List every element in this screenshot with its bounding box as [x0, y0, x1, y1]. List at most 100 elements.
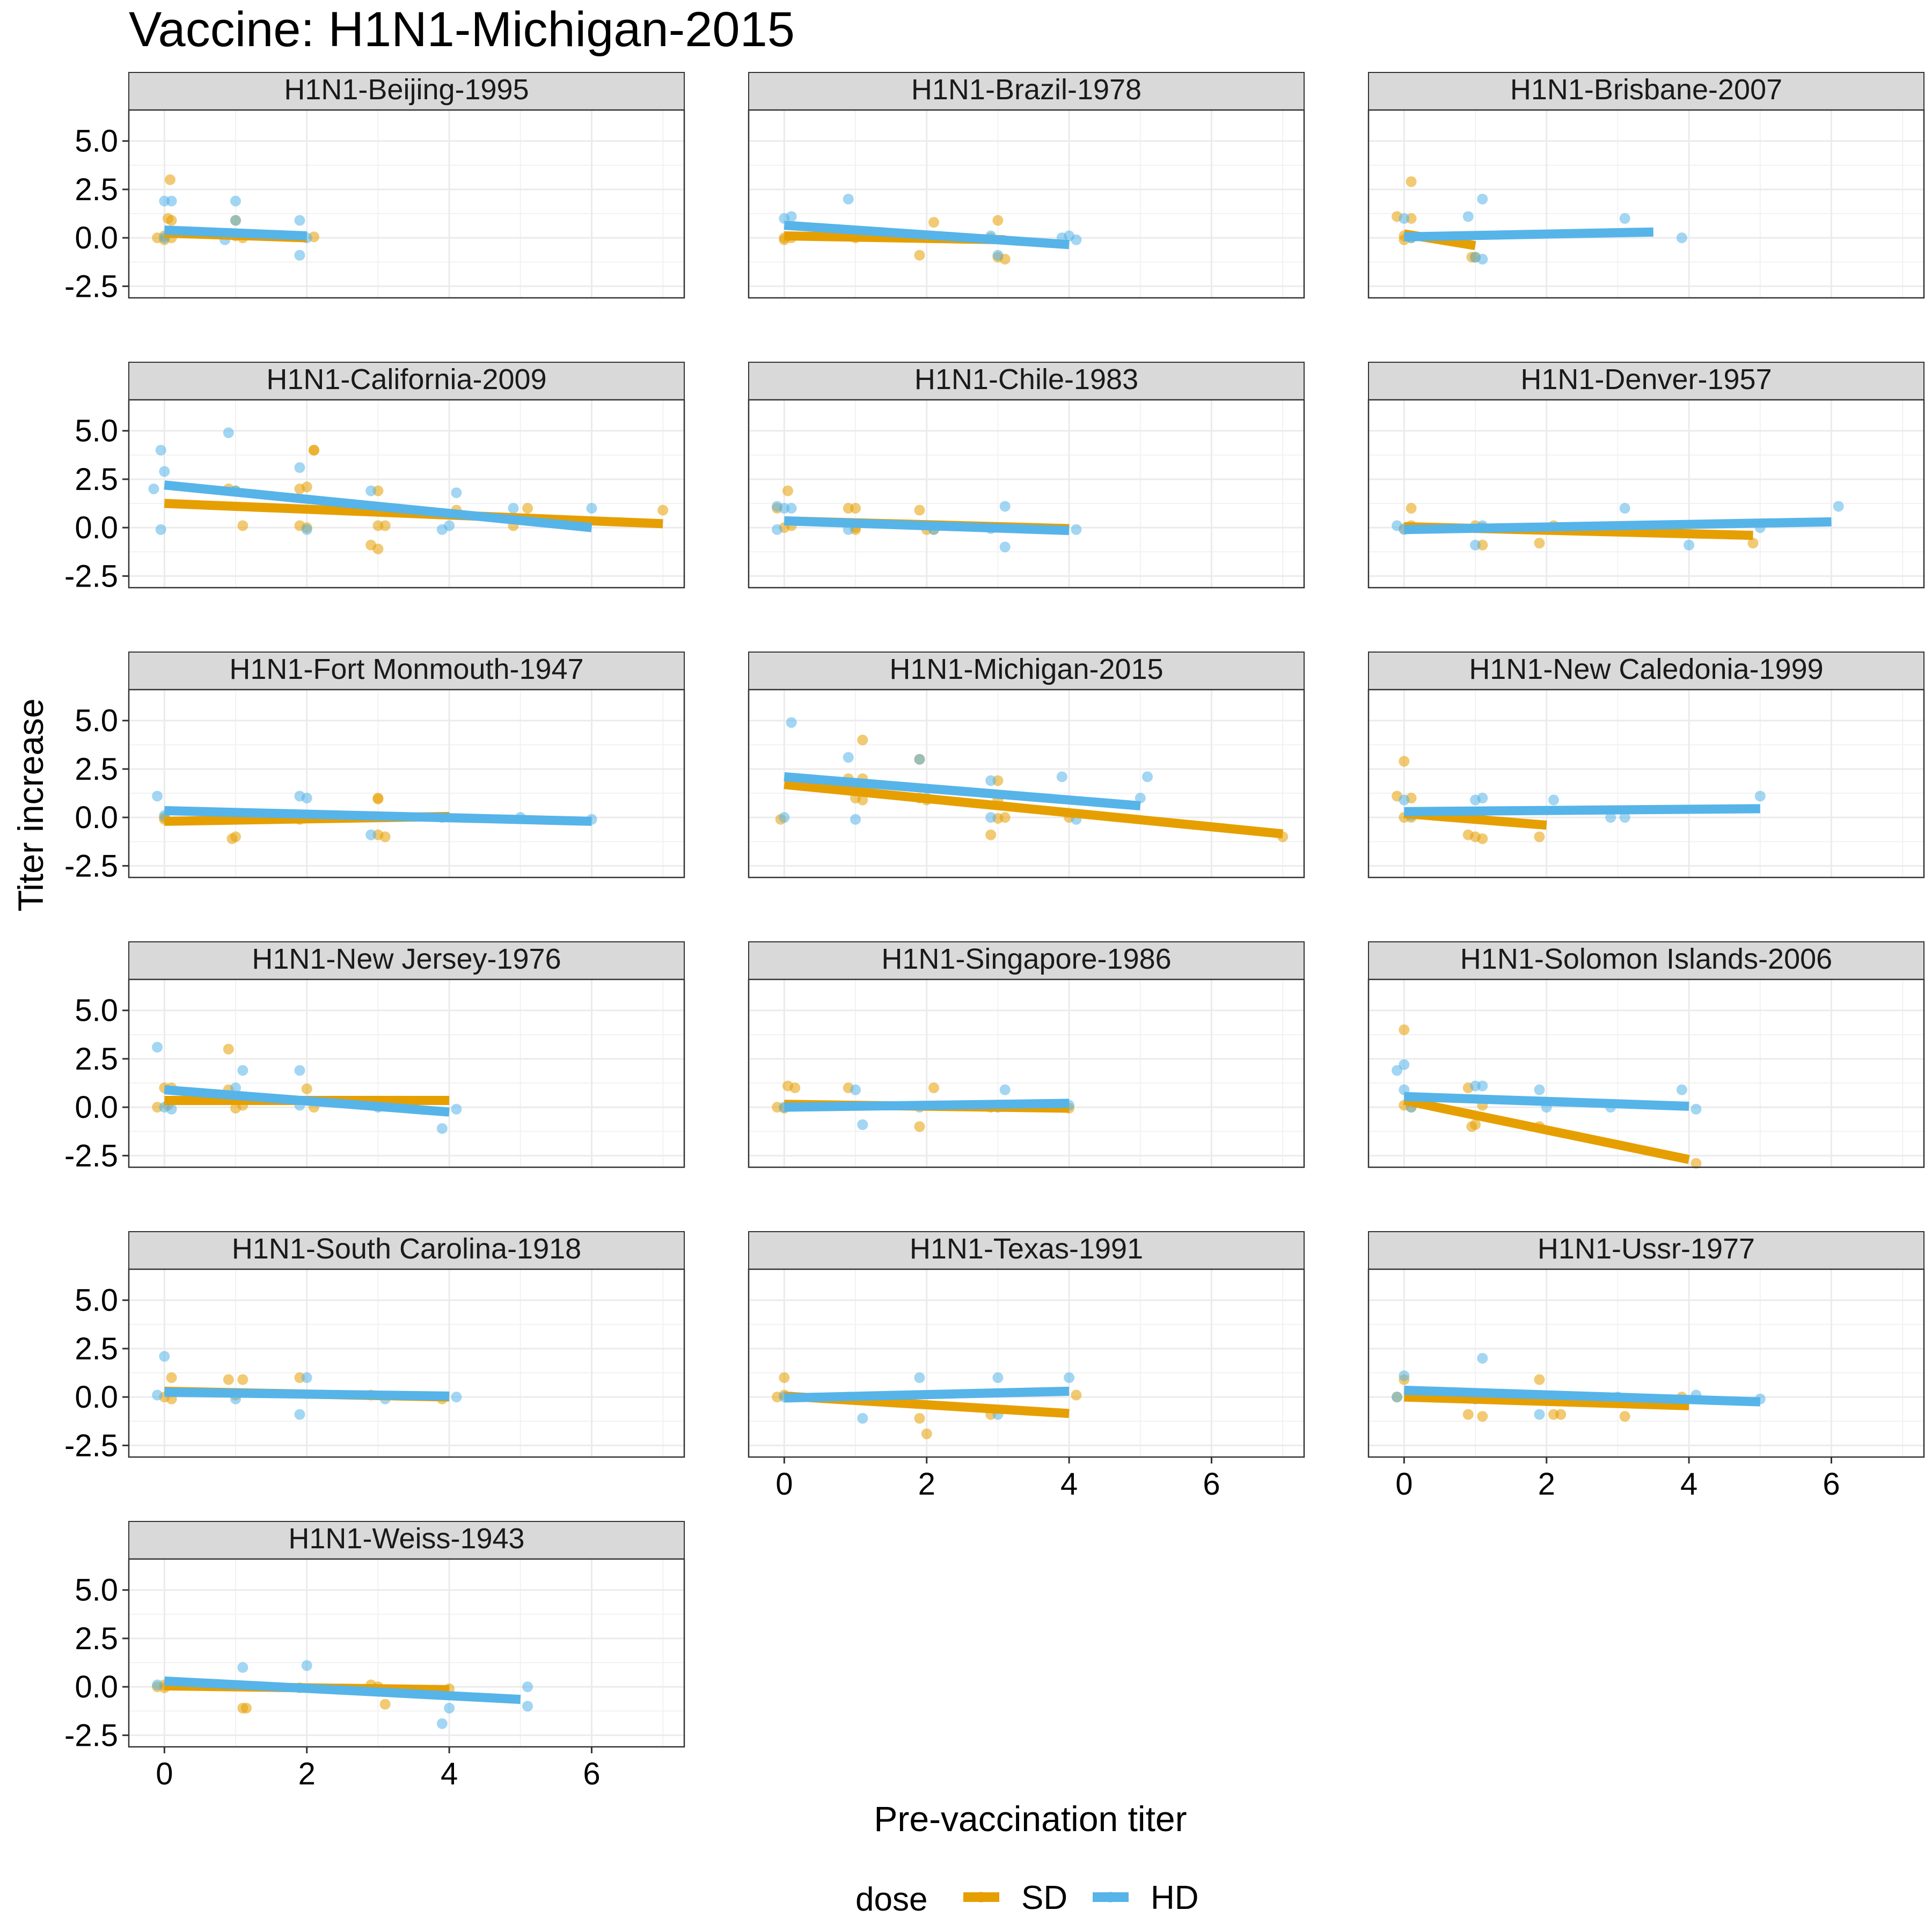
y-tick-label: 2.5 — [75, 462, 118, 497]
data-point-hd — [999, 541, 1011, 553]
data-point-hd — [301, 524, 312, 535]
facet-panel: H1N1-New Jersey-1976 5.0 2.5 0.0 -2.5 — [64, 941, 685, 1173]
data-point-hd — [230, 215, 241, 226]
data-point-sd — [657, 504, 669, 516]
facet-panel: H1N1-Denver-1957 — [1367, 362, 1925, 589]
data-point-sd — [1534, 538, 1545, 549]
data-point-hd — [444, 1702, 455, 1714]
data-point-hd — [1684, 539, 1695, 551]
data-point-hd — [1470, 539, 1481, 551]
y-tick-label: -2.5 — [64, 269, 118, 304]
fit-line-hd — [164, 225, 308, 241]
panel-border — [1367, 109, 1925, 299]
x-axis-title: Pre-vaccination titer — [874, 1799, 1187, 1839]
data-point-hd — [230, 1082, 241, 1094]
data-point-sd — [1399, 1024, 1410, 1035]
y-tick-label: 0.0 — [75, 1380, 118, 1415]
y-tick-label: 2.5 — [75, 1042, 118, 1077]
data-point-hd — [1833, 501, 1844, 512]
panel-background — [1368, 1269, 1924, 1457]
data-point-hd — [522, 1681, 533, 1693]
fit-line-hd — [164, 1676, 521, 1704]
fit-line-hd — [164, 480, 592, 532]
data-point-hd — [148, 483, 159, 494]
data-point-hd — [155, 444, 166, 456]
x-tick-label: 6 — [583, 1757, 600, 1791]
facet-panel: H1N1-California-2009 5.0 2.5 0.0 -2.5 — [64, 362, 685, 594]
data-point-hd — [444, 520, 455, 531]
data-point-hd — [301, 793, 312, 804]
facet-strip — [128, 1521, 685, 1560]
facet-strip-label: H1N1-South Carolina-1918 — [232, 1233, 581, 1265]
facet-strip-label: H1N1-Weiss-1943 — [288, 1523, 524, 1555]
facet-strip-label: H1N1-Texas-1991 — [910, 1233, 1143, 1265]
data-point-hd — [166, 1103, 177, 1115]
facet-panel: H1N1-South Carolina-1918 5.0 2.5 0.0 -2.5 — [64, 1231, 685, 1463]
data-point-sd — [914, 1413, 925, 1424]
data-point-sd — [1406, 176, 1417, 187]
panel-border — [128, 978, 685, 1168]
y-tick-label: 2.5 — [75, 172, 118, 207]
panel-border — [128, 1268, 685, 1458]
panel-border — [748, 399, 1305, 589]
y-tick-label: 5.0 — [75, 1573, 118, 1608]
data-point-sd — [789, 1082, 801, 1094]
y-tick-label: 5.0 — [75, 993, 118, 1028]
data-point-hd — [1477, 1080, 1488, 1092]
y-tick-label: 5.0 — [75, 704, 118, 738]
x-tick-label: 2 — [1538, 1467, 1555, 1502]
data-point-hd — [152, 1042, 163, 1053]
fit-line-hd — [1404, 227, 1653, 241]
facet-strip-label: H1N1-Beijing-1995 — [284, 74, 529, 106]
data-point-hd — [772, 524, 783, 535]
panel-border — [128, 109, 685, 299]
data-point-sd — [1477, 833, 1488, 844]
fit-line-hd — [1404, 517, 1832, 535]
data-point-sd — [223, 1374, 234, 1385]
data-point-sd — [1466, 1121, 1477, 1132]
facet-strip — [128, 941, 685, 980]
data-point-hd — [1534, 1409, 1545, 1420]
facet-panels: H1N1-Beijing-1995 5.0 2.5 0.0 -2.5 H1N1-Brazi… — [64, 72, 1925, 1791]
data-point-hd — [294, 462, 305, 473]
data-point-sd — [226, 833, 238, 844]
data-point-hd — [1071, 234, 1082, 245]
data-point-hd — [857, 1413, 868, 1424]
data-point-hd — [850, 1084, 861, 1095]
data-point-sd — [240, 1702, 252, 1714]
data-point-sd — [992, 215, 1004, 226]
data-point-sd — [372, 793, 384, 804]
panel-border — [1367, 689, 1925, 879]
facet-strip — [128, 362, 685, 400]
data-point-sd — [379, 1699, 391, 1710]
y-tick-label: 5.0 — [75, 124, 118, 159]
panel-border — [748, 689, 1305, 879]
facet-strip — [1368, 1231, 1924, 1270]
legend-label-sd: SD — [1021, 1879, 1067, 1916]
data-point-sd — [1071, 1389, 1082, 1401]
facet-strip — [128, 1231, 685, 1270]
data-point-hd — [155, 524, 166, 535]
data-point-sd — [166, 215, 177, 226]
fit-line-hd — [164, 806, 592, 826]
data-point-hd — [1477, 253, 1488, 265]
data-point-hd — [522, 1701, 533, 1712]
data-point-sd — [1690, 1158, 1702, 1169]
data-point-hd — [436, 1718, 448, 1729]
panel-background — [129, 979, 684, 1167]
facet-panel: H1N1-Ussr-1977 0 2 4 6 — [1367, 1231, 1925, 1502]
legend: dose SD HD — [855, 1879, 1199, 1918]
fit-line-hd — [784, 1386, 1070, 1403]
data-point-hd — [451, 1392, 462, 1403]
facet-strip — [748, 941, 1305, 980]
panel-background — [749, 110, 1304, 298]
data-point-hd — [1676, 1084, 1687, 1095]
data-point-hd — [152, 1679, 163, 1690]
y-tick-label: 2.5 — [75, 1331, 118, 1366]
panel-background — [1368, 979, 1924, 1167]
y-tick-label: 0.0 — [75, 221, 118, 255]
data-point-hd — [992, 250, 1004, 261]
facet-strip-label: H1N1-California-2009 — [266, 363, 546, 396]
panel-border — [128, 399, 685, 589]
data-point-sd — [223, 1043, 234, 1055]
